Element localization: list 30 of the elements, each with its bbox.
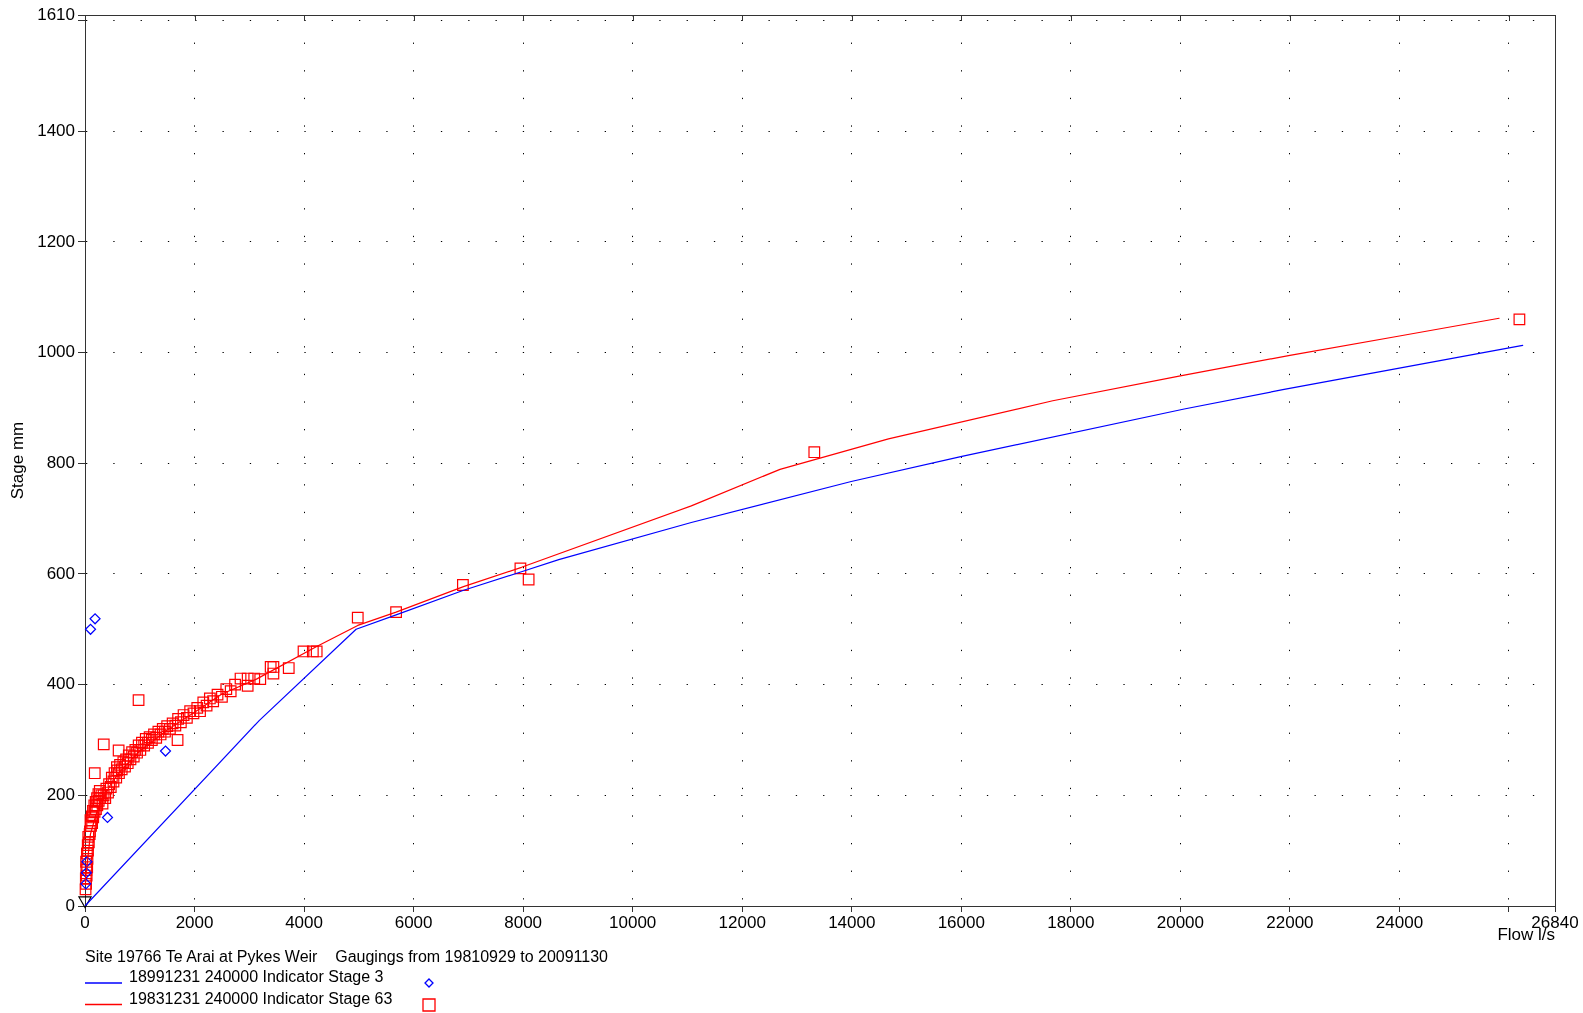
y-tick-label: 1200 xyxy=(37,231,75,251)
text: Site 19766 Te Arai at Pykes Weir Gaugings from 19810929 to 20091130 xyxy=(85,947,609,966)
y-tick-label: 1400 xyxy=(37,120,75,140)
x-tick-label: 6000 xyxy=(394,912,433,932)
x-tick-label: 16000 xyxy=(937,912,985,932)
x-tick-label: 22000 xyxy=(1266,912,1314,932)
y-axis-title: Stage mm xyxy=(7,421,27,500)
x-tick-label: 20000 xyxy=(1156,912,1205,932)
y-tick-label: 200 xyxy=(46,785,75,804)
point xyxy=(84,623,97,635)
x-tick-label: 18000 xyxy=(1047,912,1095,932)
x-tick-label: 14000 xyxy=(828,912,876,932)
x-tick-label: 2000 xyxy=(175,912,214,932)
x-tick-label: 12000 xyxy=(718,912,766,932)
legend-label: 19831231 240000 Indicator Stage 63 xyxy=(129,989,393,1007)
y-tick-label: 400 xyxy=(46,674,75,694)
x-tick-label: 24000 xyxy=(1375,912,1424,932)
x-tick-label: 10000 xyxy=(609,912,657,932)
legend-label: 18991231 240000 Indicator Stage 3 xyxy=(129,968,384,986)
x-tick-label: 0 xyxy=(80,912,90,932)
x-tick-label: 4000 xyxy=(285,912,323,932)
y-tick-label: 1610 xyxy=(37,4,75,24)
x-tick-label: 8000 xyxy=(504,912,543,932)
y-tick-label: 600 xyxy=(46,563,75,583)
y-tick-label: 0 xyxy=(65,895,75,915)
point xyxy=(101,811,114,824)
y-tick-label: 800 xyxy=(46,452,75,472)
point xyxy=(89,613,101,625)
y-tick-label: 1000 xyxy=(37,342,75,362)
point xyxy=(159,745,172,757)
